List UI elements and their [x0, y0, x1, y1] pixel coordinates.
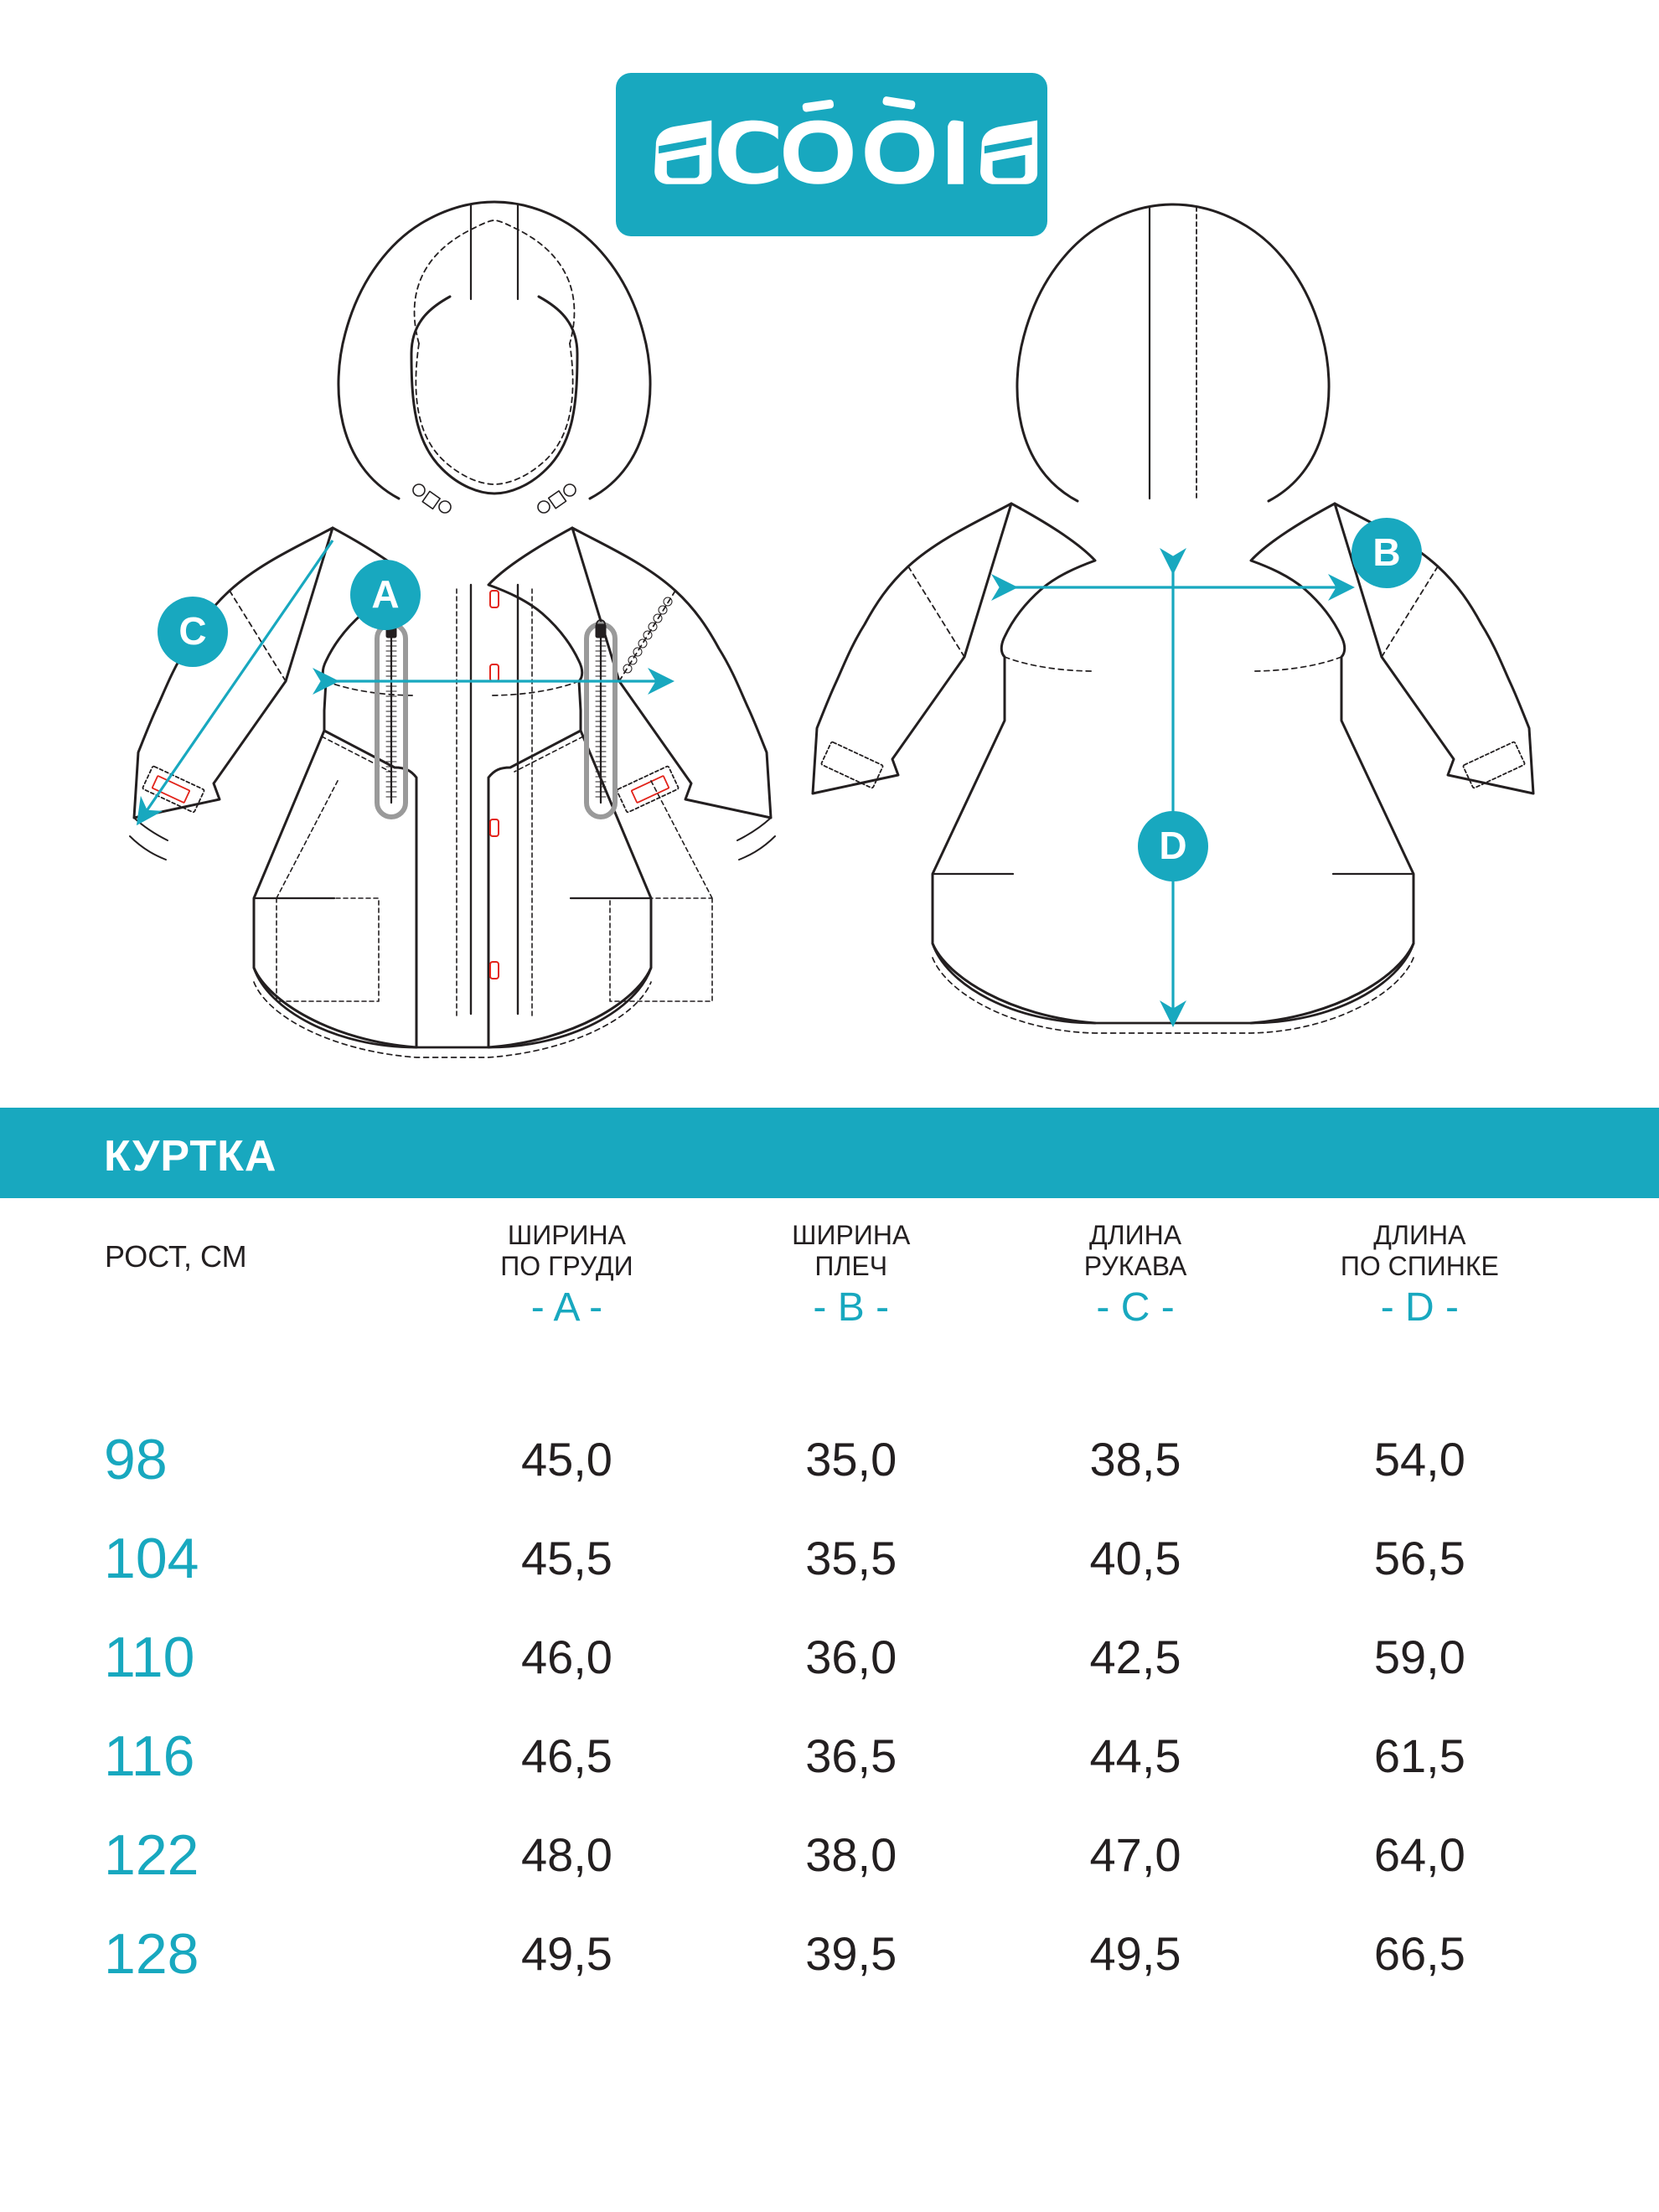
svg-text:B: B: [1372, 530, 1400, 574]
svg-text:D: D: [1159, 824, 1186, 867]
